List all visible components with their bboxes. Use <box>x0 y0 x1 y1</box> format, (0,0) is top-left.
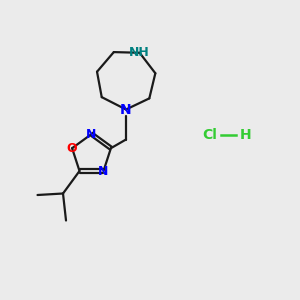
Text: N: N <box>120 103 132 116</box>
Text: N: N <box>98 164 109 178</box>
Text: H: H <box>240 128 252 142</box>
Text: O: O <box>67 142 77 155</box>
Text: N: N <box>86 128 97 141</box>
Text: Cl: Cl <box>202 128 217 142</box>
Text: NH: NH <box>129 46 150 59</box>
